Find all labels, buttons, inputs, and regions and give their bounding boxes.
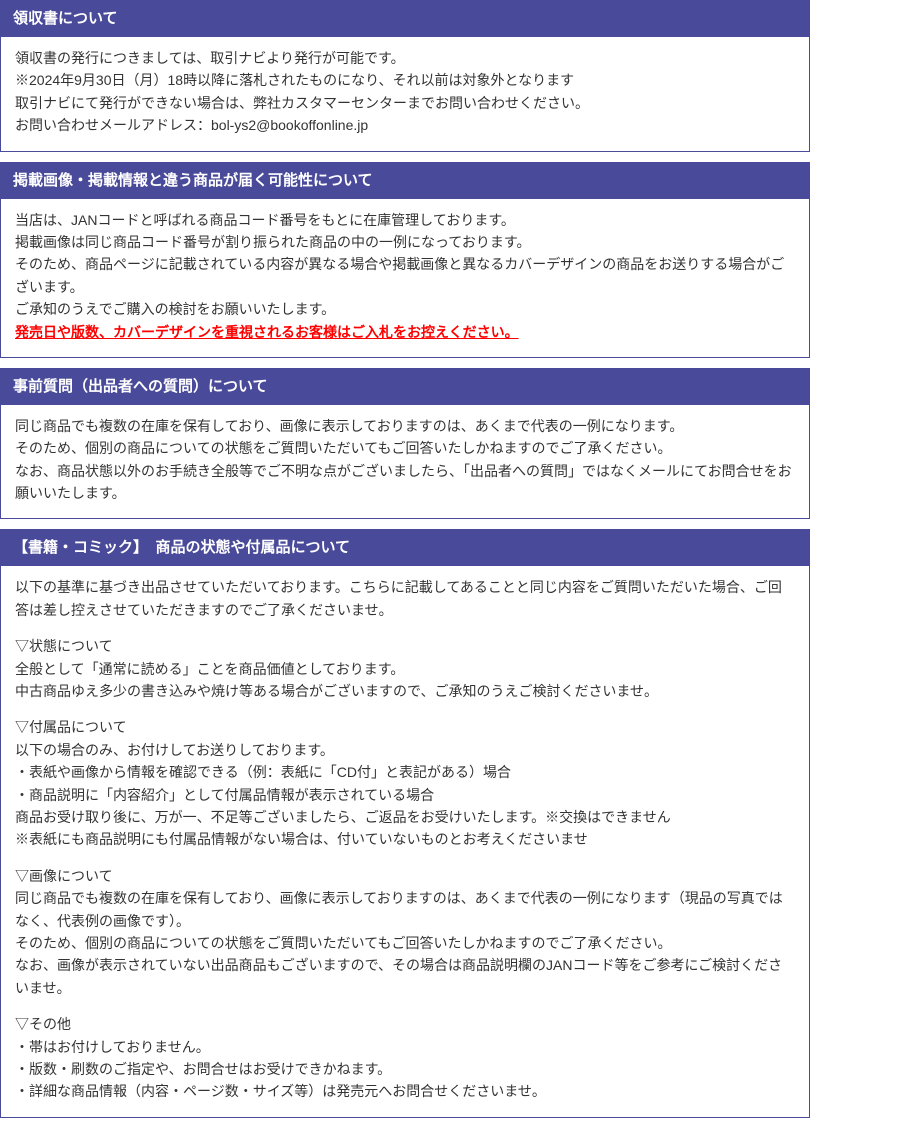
spacer [15, 999, 795, 1013]
paragraph: 当店は、JANコードと呼ばれる商品コード番号をもとに在庫管理しております。 [15, 209, 795, 231]
section-body: 当店は、JANコードと呼ばれる商品コード番号をもとに在庫管理しております。 掲載… [1, 199, 809, 357]
paragraph: なお、商品状態以外のお手続き全般等でご不明な点がございましたら、「出品者への質問… [15, 460, 795, 505]
section-header: 掲載画像・掲載情報と違う商品が届く可能性について [1, 163, 809, 199]
paragraph: ・帯はお付けしておりません。 [15, 1036, 795, 1058]
paragraph: お問い合わせメールアドレス：bol-ys2@bookoffonline.jp [15, 114, 795, 136]
subheading: ▽状態について [15, 635, 795, 657]
subheading: ▽画像について [15, 865, 795, 887]
section-books-comics: 【書籍・コミック】 商品の状態や付属品について 以下の基準に基づき出品させていた… [0, 529, 810, 1117]
section-image-difference: 掲載画像・掲載情報と違う商品が届く可能性について 当店は、JANコードと呼ばれる… [0, 162, 810, 358]
paragraph: ・詳細な商品情報（内容・ページ数・サイズ等）は発売元へお問合せくださいませ。 [15, 1080, 795, 1102]
paragraph: 中古商品ゆえ多少の書き込みや焼け等ある場合がございますので、ご承知のうえご検討く… [15, 680, 795, 702]
content-container: 領収書について 領収書の発行につきましては、取引ナビより発行が可能です。 ※20… [0, 0, 810, 1118]
section-receipt: 領収書について 領収書の発行につきましては、取引ナビより発行が可能です。 ※20… [0, 0, 810, 152]
spacer [15, 702, 795, 716]
spacer [15, 851, 795, 865]
section-header: 領収書について [1, 1, 809, 37]
section-pre-question: 事前質問（出品者への質問）について 同じ商品でも複数の在庫を保有しており、画像に… [0, 368, 810, 520]
section-body: 同じ商品でも複数の在庫を保有しており、画像に表示しておりますのは、あくまで代表の… [1, 405, 809, 519]
paragraph: 以下の基準に基づき出品させていただいております。こちらに記載してあることと同じ内… [15, 576, 795, 621]
paragraph: 全般として「通常に読める」ことを商品価値としております。 [15, 658, 795, 680]
paragraph: そのため、個別の商品についての状態をご質問いただいてもご回答いたしかねますのでご… [15, 437, 795, 459]
paragraph: なお、画像が表示されていない出品商品もございますので、その場合は商品説明欄のJA… [15, 954, 795, 999]
paragraph: 以下の場合のみ、お付けしてお送りしております。 [15, 739, 795, 761]
paragraph: ※2024年9月30日（月）18時以降に落札されたものになり、それ以前は対象外と… [15, 69, 795, 91]
paragraph: ・版数・刷数のご指定や、お問合せはお受けできかねます。 [15, 1058, 795, 1080]
subheading: ▽付属品について [15, 716, 795, 738]
paragraph: ・商品説明に「内容紹介」として付属品情報が表示されている場合 [15, 784, 795, 806]
paragraph-highlight: 発売日や版数、カバーデザインを重視されるお客様はご入札をお控えください。 [15, 321, 795, 343]
section-body: 領収書の発行につきましては、取引ナビより発行が可能です。 ※2024年9月30日… [1, 37, 809, 151]
paragraph: そのため、商品ページに記載されている内容が異なる場合や掲載画像と異なるカバーデザ… [15, 253, 795, 298]
section-body: 以下の基準に基づき出品させていただいております。こちらに記載してあることと同じ内… [1, 566, 809, 1116]
paragraph: 同じ商品でも複数の在庫を保有しており、画像に表示しておりますのは、あくまで代表の… [15, 887, 795, 932]
section-header: 事前質問（出品者への質問）について [1, 369, 809, 405]
paragraph: 取引ナビにて発行ができない場合は、弊社カスタマーセンターまでお問い合わせください… [15, 92, 795, 114]
section-header: 【書籍・コミック】 商品の状態や付属品について [1, 530, 809, 566]
paragraph: 商品お受け取り後に、万が一、不足等ございましたら、ご返品をお受けいたします。※交… [15, 806, 795, 828]
paragraph: 領収書の発行につきましては、取引ナビより発行が可能です。 [15, 47, 795, 69]
paragraph: そのため、個別の商品についての状態をご質問いただいてもご回答いたしかねますのでご… [15, 932, 795, 954]
spacer [15, 621, 795, 635]
subheading: ▽その他 [15, 1013, 795, 1035]
paragraph: ※表紙にも商品説明にも付属品情報がない場合は、付いていないものとお考えくださいま… [15, 828, 795, 850]
paragraph: 掲載画像は同じ商品コード番号が割り振られた商品の中の一例になっております。 [15, 231, 795, 253]
paragraph: ご承知のうえでご購入の検討をお願いいたします。 [15, 298, 795, 320]
paragraph: 同じ商品でも複数の在庫を保有しており、画像に表示しておりますのは、あくまで代表の… [15, 415, 795, 437]
paragraph: ・表紙や画像から情報を確認できる（例：表紙に「CD付」と表記がある）場合 [15, 761, 795, 783]
